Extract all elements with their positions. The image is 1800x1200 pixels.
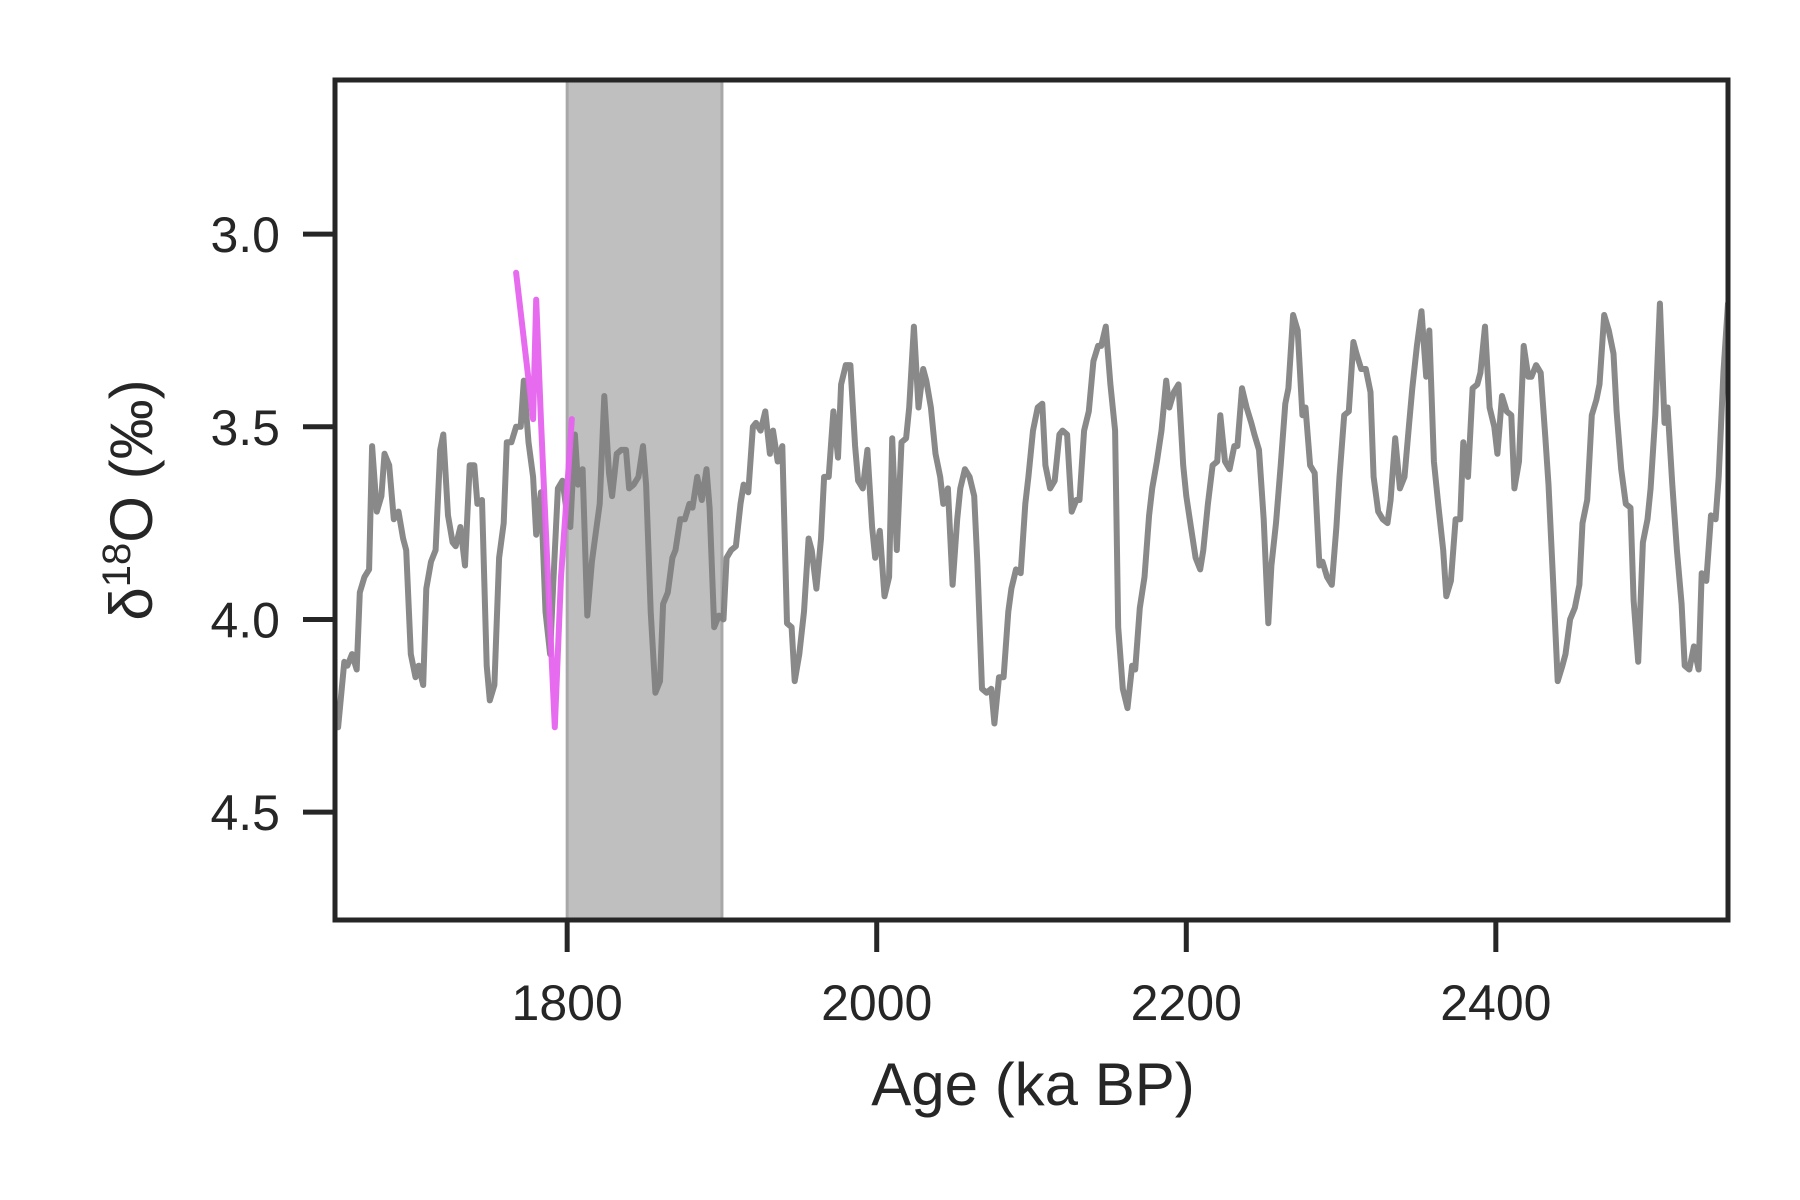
x-axis: 1800 2000 2200 2400 [512, 920, 1551, 1031]
y-tick-label: 3.5 [210, 400, 280, 456]
x-tick-label: 2200 [1131, 975, 1242, 1031]
y-axis: 3.0 3.5 4.0 4.5 [210, 207, 335, 841]
plot-area [332, 77, 1731, 923]
plot-frame [332, 77, 1731, 923]
x-tick-label: 2000 [821, 975, 932, 1031]
y-tick-label: 3.0 [210, 207, 280, 263]
series-line-2 [513, 269, 575, 731]
y-axis-label-base: δ [98, 587, 165, 620]
x-tick-label: 1800 [512, 975, 623, 1031]
series-line-1 [335, 300, 1728, 731]
x-tick-label: 2400 [1440, 975, 1551, 1031]
y-tick-label: 4.5 [210, 785, 280, 841]
y-axis-label-sup: 18 [95, 543, 139, 588]
y-tick-label: 4.0 [210, 592, 280, 648]
y-axis-label-rest: O (‰) [98, 379, 165, 542]
y-axis-label: δ18O (‰) [95, 379, 165, 620]
x-axis-label: Age (ka BP) [871, 1051, 1194, 1118]
